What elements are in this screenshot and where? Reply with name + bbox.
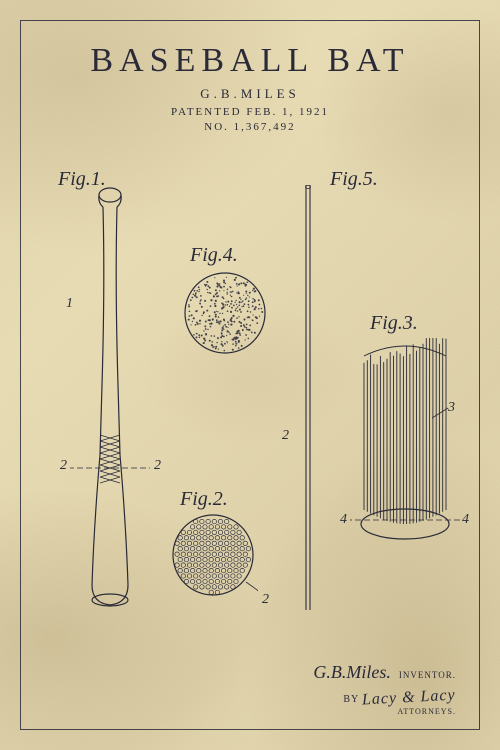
fig1-bat — [70, 185, 150, 615]
ref-2d: 2 — [282, 428, 289, 444]
fig4-label: Fig.4. — [190, 244, 238, 267]
ref-2c: 2 — [262, 592, 269, 608]
ref-3: 3 — [448, 400, 455, 416]
attorney-role: ATTORNEYS. — [313, 707, 456, 716]
fig2-section — [168, 510, 258, 600]
inventor-role: INVENTOR. — [399, 670, 456, 680]
fig4-sphere — [180, 268, 270, 358]
inventor-signature: G.B.Miles. — [313, 662, 390, 682]
header: BASEBALL BAT G.B.MILES PATENTED FEB. 1, … — [0, 42, 500, 133]
fig2-label: Fig.2. — [180, 488, 228, 511]
ref-1: 1 — [66, 296, 73, 312]
patent-date: PATENTED FEB. 1, 1921 — [0, 106, 500, 118]
title: BASEBALL BAT — [0, 42, 500, 80]
ref-2a: 2 — [60, 458, 67, 474]
inventor-line: G.B.MILES — [0, 86, 500, 102]
by-label: BY — [343, 694, 359, 705]
patent-number: NO. 1,367,492 — [0, 121, 500, 133]
fig3-label: Fig.3. — [370, 312, 418, 335]
ref-4b: 4 — [462, 512, 469, 528]
ref-4a: 4 — [340, 512, 347, 528]
fig5-label: Fig.5. — [330, 168, 378, 191]
fig1-label: Fig.1. — [58, 168, 106, 191]
ref-2b: 2 — [154, 458, 161, 474]
attorney-signature: Lacy & Lacy — [362, 687, 456, 710]
fig3-bundle — [350, 338, 460, 548]
signature-block: G.B.Miles. INVENTOR. BY Lacy & Lacy ATTO… — [313, 662, 456, 716]
fig5-rod — [300, 185, 316, 615]
